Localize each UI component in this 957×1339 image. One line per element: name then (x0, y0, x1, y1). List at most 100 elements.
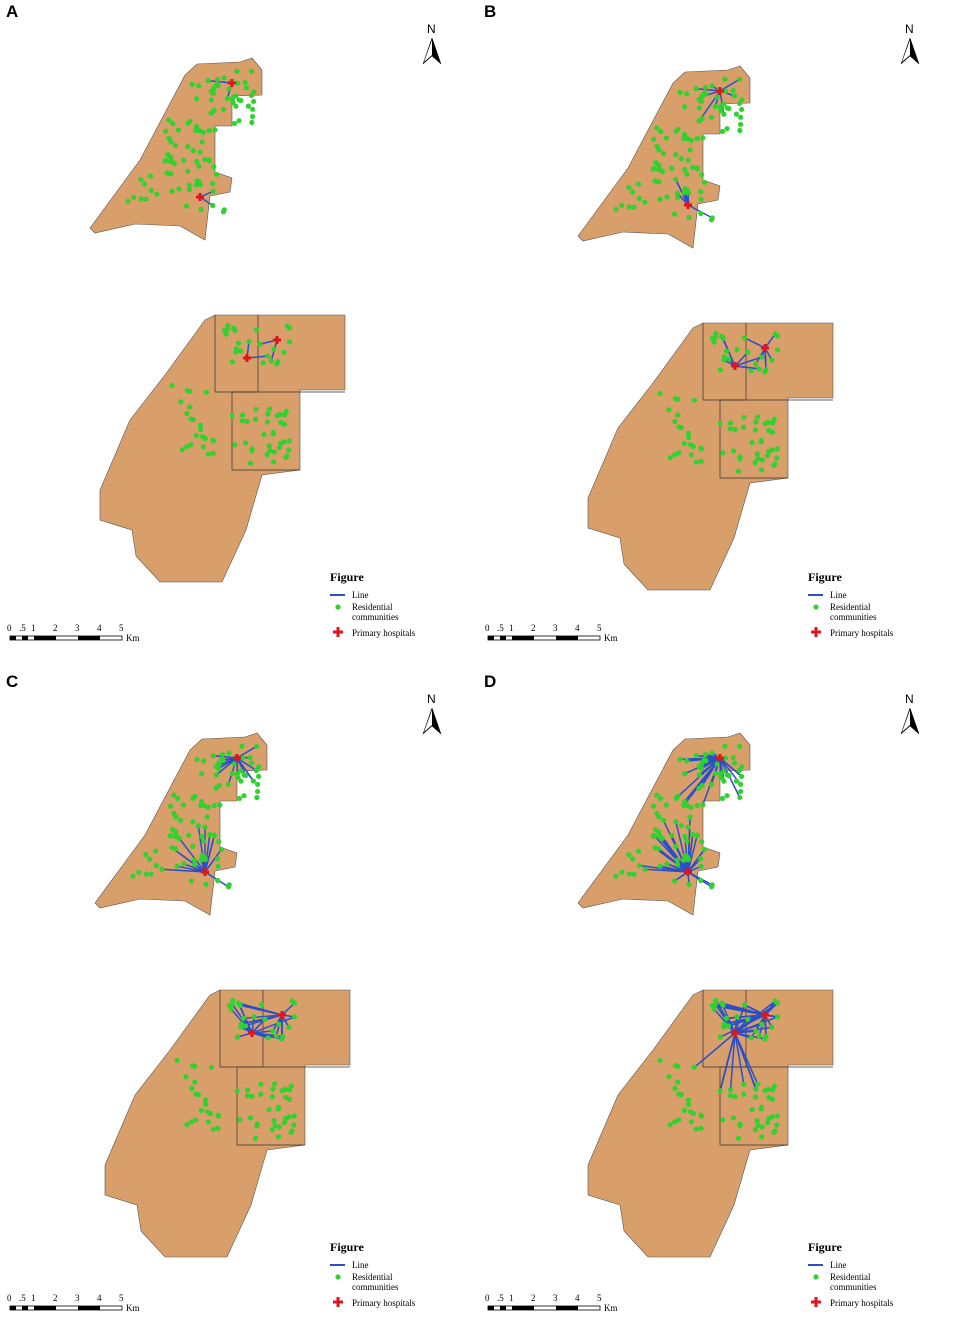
community (712, 1001, 719, 1007)
community (264, 452, 270, 458)
link-line (734, 1032, 745, 1085)
community (253, 416, 259, 422)
community (696, 96, 702, 103)
community (273, 1033, 279, 1039)
scale-seg (78, 636, 100, 640)
community (666, 407, 672, 413)
community (210, 181, 216, 187)
community (769, 357, 775, 363)
community (181, 157, 187, 163)
community (718, 1000, 725, 1006)
community (630, 856, 636, 862)
community (199, 833, 205, 840)
community (735, 468, 742, 474)
link-line (729, 1032, 736, 1091)
community (252, 1135, 259, 1141)
legend-cross (811, 1297, 821, 1307)
community (243, 772, 249, 779)
community (172, 833, 179, 839)
north-label: N (427, 22, 436, 36)
community (691, 397, 697, 403)
scale-seg (488, 1306, 494, 1310)
community (654, 125, 660, 131)
community (698, 877, 704, 884)
community (195, 822, 201, 829)
community (771, 416, 777, 422)
community (754, 1118, 760, 1124)
community (691, 1064, 697, 1070)
community (653, 827, 659, 833)
scale-label: 5 (597, 623, 602, 633)
community (759, 354, 765, 360)
legend-cross (333, 627, 343, 637)
link-line (251, 1016, 295, 1034)
community (675, 126, 681, 133)
community (169, 845, 175, 851)
community (755, 456, 761, 462)
community (213, 763, 219, 770)
community (672, 1119, 678, 1125)
community (708, 781, 714, 787)
community (673, 176, 679, 182)
community (234, 80, 241, 86)
community (726, 105, 732, 112)
scale-seg (488, 636, 494, 640)
community (131, 194, 137, 200)
community (270, 429, 277, 436)
community (774, 1113, 780, 1119)
community (269, 1127, 275, 1133)
legend-item: Residential communities (352, 1272, 399, 1292)
community (276, 1124, 282, 1130)
community (741, 1081, 747, 1087)
community (721, 778, 727, 784)
community (229, 770, 235, 777)
district-north (89, 57, 263, 241)
scale-seg (500, 1306, 506, 1310)
community (270, 1086, 276, 1092)
community (688, 1119, 694, 1125)
community (619, 202, 625, 208)
community (684, 187, 691, 193)
community (672, 395, 678, 402)
community (754, 414, 761, 420)
hospital (731, 1029, 739, 1037)
legend-item: Line (352, 1260, 369, 1270)
hospital (716, 87, 724, 95)
community (687, 814, 693, 820)
community (626, 204, 632, 210)
scale-label: 3 (553, 623, 558, 633)
community (672, 1085, 678, 1092)
community (189, 1062, 195, 1069)
community (184, 410, 190, 417)
community (702, 751, 709, 758)
map-body (94, 732, 351, 1258)
community (774, 1000, 781, 1006)
community (170, 120, 176, 127)
community (268, 358, 274, 364)
community (619, 869, 625, 875)
link-line (744, 337, 766, 349)
community (283, 1115, 289, 1122)
community (254, 1123, 260, 1129)
community (771, 1129, 777, 1135)
community (727, 1093, 733, 1099)
community (218, 757, 224, 763)
community (236, 795, 243, 802)
community (756, 366, 762, 372)
community (682, 131, 688, 138)
community (257, 341, 263, 347)
community (207, 831, 213, 838)
community (737, 76, 743, 82)
community (730, 754, 736, 761)
community (774, 1122, 780, 1128)
community (678, 155, 684, 162)
community (231, 761, 237, 767)
community (233, 93, 239, 99)
community (674, 861, 681, 868)
community (205, 78, 211, 84)
community (739, 106, 745, 113)
scale-label: 4 (97, 623, 102, 633)
legend-cross (333, 1297, 343, 1307)
link-line (177, 865, 206, 873)
community (708, 114, 714, 120)
